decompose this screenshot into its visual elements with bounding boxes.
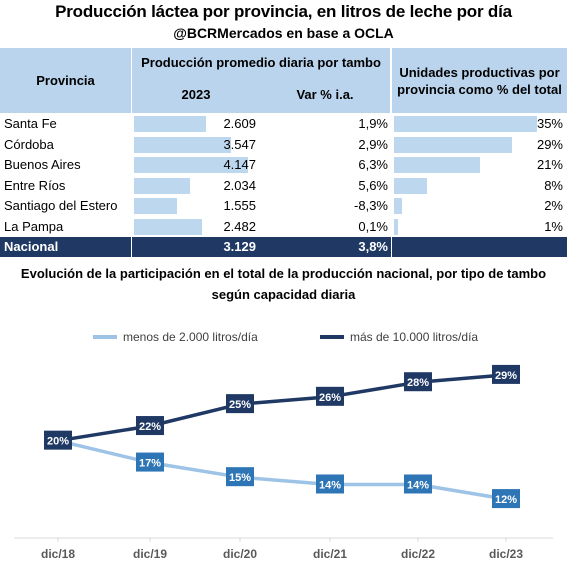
unidades-databar xyxy=(394,218,399,235)
cell-var: -8,3% xyxy=(354,198,388,213)
data-label-box xyxy=(136,452,164,472)
column-divider xyxy=(131,237,132,257)
unidades-databar xyxy=(394,198,403,214)
table-row: Santa Fe 2.609 1,9% 35% xyxy=(0,114,567,134)
data-label-box xyxy=(404,474,432,494)
data-label: 28% xyxy=(407,377,429,389)
data-label-box xyxy=(492,489,520,509)
cell-unidades: 35% xyxy=(536,116,563,131)
table-row: Santiago del Estero 1.555 -8,3% 2% xyxy=(0,196,567,216)
x-tick-label: dic/23 xyxy=(489,547,523,561)
data-label: 12% xyxy=(495,494,517,506)
cell-var: 1,9% xyxy=(358,116,388,131)
header-year: 2023 xyxy=(132,76,260,113)
cell-unidades: 21% xyxy=(536,157,563,172)
cell-produccion: 2.609 xyxy=(223,116,256,131)
header-unidades: Unidades productivas por provincia como … xyxy=(392,48,567,113)
cell-var: 0,1% xyxy=(358,218,388,234)
produccion-databar xyxy=(134,198,177,214)
cell-unidades: 8% xyxy=(544,177,563,193)
cell-unidades: 1% xyxy=(544,218,563,234)
series-line xyxy=(57,438,507,501)
cell-produccion: 3.129 xyxy=(223,239,256,254)
data-label: 17% xyxy=(139,458,161,470)
data-label-box xyxy=(136,416,164,436)
cell-produccion: 4.147 xyxy=(223,157,256,172)
data-label-box xyxy=(404,372,432,392)
chart-title: Evolución de la participación en el tota… xyxy=(20,266,547,302)
data-label-box xyxy=(316,474,344,494)
cell-var: 3,8% xyxy=(358,239,388,254)
data-label: 20% xyxy=(47,436,69,448)
cell-unidades: 2% xyxy=(544,198,563,213)
produccion-databar xyxy=(134,218,202,235)
cell-produccion: 3.547 xyxy=(223,136,256,152)
x-tick-label: dic/18 xyxy=(41,547,75,561)
data-label: 15% xyxy=(229,472,251,484)
table-row: Córdoba 3.547 2,9% 29% xyxy=(0,135,567,155)
data-label: 14% xyxy=(407,479,429,491)
unidades-databar xyxy=(394,157,480,173)
data-label: 22% xyxy=(139,421,161,433)
table-title: Producción láctea por provincia, en litr… xyxy=(55,2,512,21)
cell-provincia: Santiago del Estero xyxy=(4,198,118,213)
data-label-box xyxy=(492,364,520,384)
cell-var: 6,3% xyxy=(358,157,388,172)
cell-produccion: 2.034 xyxy=(223,177,256,193)
header-provincia: Provincia xyxy=(0,48,131,113)
cell-var: 5,6% xyxy=(358,177,388,193)
cell-var: 2,9% xyxy=(358,136,388,152)
table-subtitle: @BCRMercados en base a OCLA xyxy=(173,25,394,41)
data-label-box xyxy=(44,430,72,450)
data-label: 14% xyxy=(319,479,341,491)
cell-provincia: Nacional xyxy=(4,239,59,254)
cell-produccion: 1.555 xyxy=(223,198,256,213)
unidades-databar xyxy=(394,116,537,132)
cell-unidades: 29% xyxy=(536,136,563,152)
table-row: La Pampa 2.482 0,1% 1% xyxy=(0,217,567,237)
header-produccion: Producción promedio diaria por tambo xyxy=(132,48,390,76)
cell-provincia: Buenos Aires xyxy=(4,157,81,172)
column-divider xyxy=(391,237,392,257)
series-line xyxy=(57,373,507,443)
table-row: Entre Ríos 2.034 5,6% 8% xyxy=(0,176,567,196)
table-row-nacional: Nacional 3.129 3,8% xyxy=(0,237,567,257)
cell-produccion: 2.482 xyxy=(223,218,256,234)
cell-provincia: Córdoba xyxy=(4,136,54,152)
produccion-databar xyxy=(134,157,248,173)
cell-provincia: La Pampa xyxy=(4,218,64,234)
cell-provincia: Santa Fe xyxy=(4,116,57,131)
data-label-box xyxy=(226,394,254,414)
x-tick-label: dic/21 xyxy=(313,547,347,561)
data-label: 29% xyxy=(495,370,517,382)
data-label: 26% xyxy=(319,392,341,404)
data-label-box xyxy=(226,467,254,487)
data-label-box xyxy=(316,386,344,406)
legend-label: más de 10.000 litros/día xyxy=(350,330,478,344)
legend-label: menos de 2.000 litros/día xyxy=(123,330,258,344)
production-table: Provincia Producción promedio diaria por… xyxy=(0,48,567,257)
produccion-databar xyxy=(134,177,190,194)
unidades-databar xyxy=(394,136,513,153)
produccion-databar xyxy=(134,136,232,153)
produccion-databar xyxy=(134,116,206,132)
table-row: Buenos Aires 4.147 6,3% 21% xyxy=(0,155,567,175)
header-var: Var % i.a. xyxy=(260,76,390,113)
x-tick-label: dic/19 xyxy=(133,547,167,561)
x-tick-label: dic/22 xyxy=(401,547,435,561)
cell-provincia: Entre Ríos xyxy=(4,177,66,193)
unidades-databar xyxy=(394,177,427,194)
data-label: 25% xyxy=(229,399,251,411)
x-tick-label: dic/20 xyxy=(223,547,257,561)
